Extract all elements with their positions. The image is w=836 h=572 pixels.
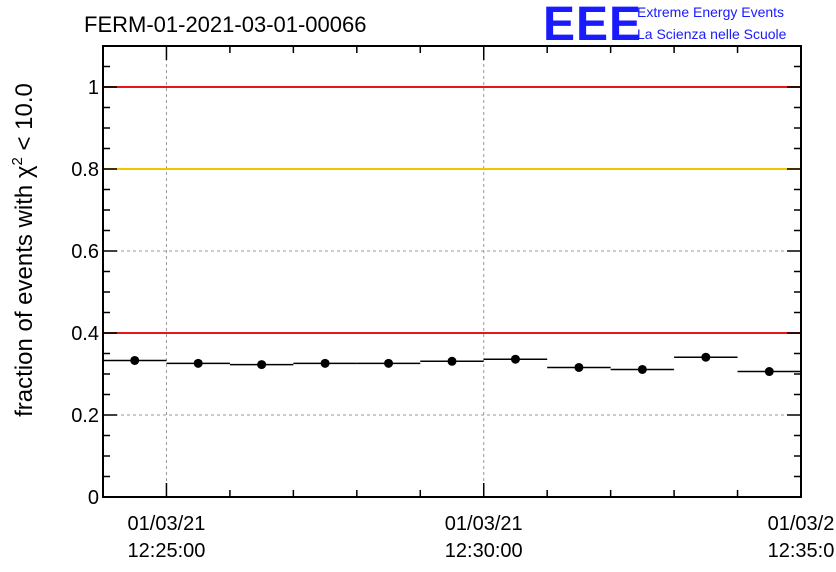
x-tick-label-date: 01/03/21 <box>128 513 206 535</box>
data-point <box>764 367 774 377</box>
x-tick-label-date: 01/03/21 <box>445 513 523 535</box>
y-axis-label: fraction of events with χ2 < 10.0 <box>9 83 38 417</box>
y-tick-label: 0.4 <box>71 323 99 345</box>
plot-frame <box>102 45 802 498</box>
y-axis-label-main: fraction of events with χ <box>11 165 38 417</box>
logo-line-1: Extreme Energy Events <box>637 4 784 20</box>
y-tick-label: 0 <box>88 487 99 509</box>
x-tick-label-time: 12:35:0 <box>768 540 835 562</box>
y-tick-label: 0.8 <box>71 159 99 181</box>
x-tick-label-time: 12:25:00 <box>128 540 206 562</box>
data-point <box>574 362 584 372</box>
data-point <box>447 356 457 366</box>
data-point <box>320 358 330 368</box>
data-point <box>384 358 394 368</box>
y-tick-label: 0.2 <box>71 405 99 427</box>
y-tick-label: 0.6 <box>71 241 99 263</box>
y-axis-label-tail: < 10.0 <box>11 83 38 157</box>
data-point <box>130 355 140 365</box>
logo-mark: EEE <box>543 0 642 51</box>
plot-area: 0 0.2 0.4 0.6 0.8 1 01/03/21 12:25:00 01/03/21 12… <box>71 45 835 562</box>
x-tick-label-date: 01/03/2 <box>768 513 835 535</box>
eee-logo: EEE Extreme Energy Events La Scienza nel… <box>543 0 787 51</box>
x-tick-label-time: 12:30:00 <box>445 540 523 562</box>
y-axis-label-sup: 2 <box>9 157 26 165</box>
data-point <box>637 364 647 374</box>
data-point <box>701 352 711 362</box>
logo-line-2: La Scienza nelle Scuole <box>637 26 787 42</box>
chart-title: FERM-01-2021-03-01-00066 <box>84 12 367 37</box>
y-tick-label: 1 <box>88 77 99 99</box>
data-point <box>257 360 267 370</box>
data-point <box>510 354 520 364</box>
data-point <box>193 358 203 368</box>
